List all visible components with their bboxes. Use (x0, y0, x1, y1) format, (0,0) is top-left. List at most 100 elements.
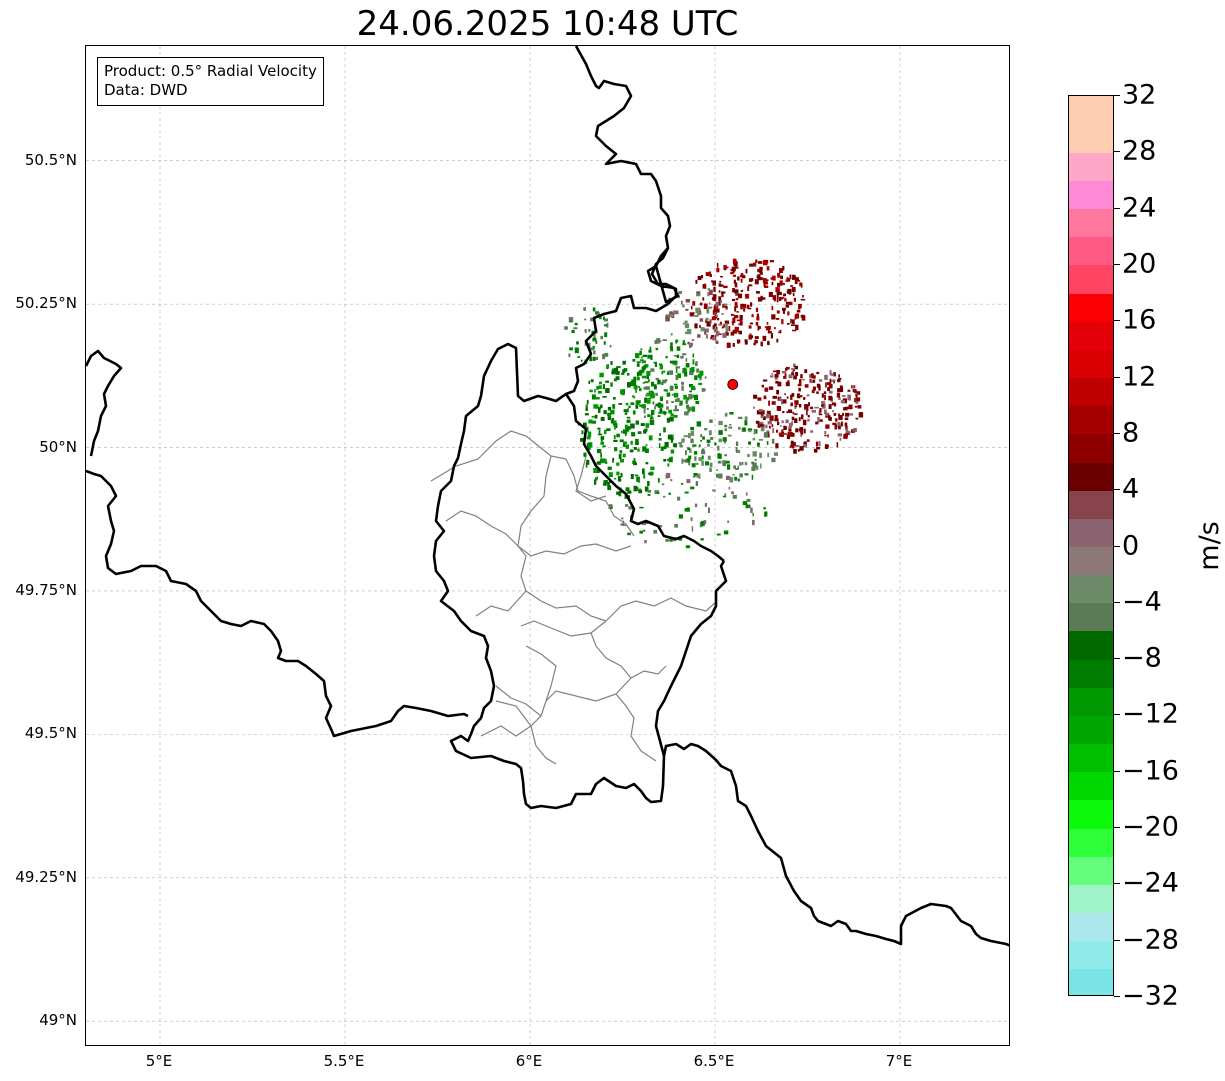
echo-pixel (852, 389, 857, 393)
echo-pixel (609, 344, 612, 348)
echo-pixel (737, 276, 740, 281)
echo-pixel (666, 371, 670, 375)
echo-pixel (796, 393, 800, 399)
echo-pixel (696, 312, 702, 315)
echo-pixel (721, 326, 724, 329)
echo-pixel (704, 503, 707, 507)
echo-pixel (753, 342, 756, 346)
echo-pixel (828, 384, 833, 389)
echo-pixel (765, 279, 769, 282)
echo-pixel (611, 409, 615, 415)
echo-pixel (757, 423, 760, 428)
echo-pixel (590, 317, 595, 322)
echo-pixel (759, 266, 763, 270)
echo-pixel (780, 431, 785, 434)
echo-pixel (607, 412, 612, 418)
echo-pixel (723, 285, 728, 289)
echo-pixel (673, 392, 679, 398)
echo-pixel (772, 370, 777, 373)
echo-pixel (699, 302, 703, 306)
echo-pixel (677, 373, 681, 379)
radar-site-dot[interactable] (727, 379, 739, 390)
echo-pixel (685, 363, 690, 368)
echo-pixel (689, 384, 693, 388)
echo-pixel (724, 320, 730, 325)
echo-pixel (603, 341, 606, 345)
radar-site-marker[interactable] (727, 379, 739, 390)
echo-pixel (600, 436, 605, 440)
map-plot-area[interactable] (85, 45, 1010, 1046)
colorbar-tick-label: −12 (1122, 698, 1179, 730)
echo-pixel (625, 402, 629, 406)
echo-pixel (757, 274, 761, 280)
echo-pixel (658, 411, 663, 414)
echo-pixel (790, 285, 793, 288)
echo-pixel (698, 477, 701, 479)
echo-pixel (799, 379, 802, 384)
echo-pixel (748, 335, 754, 339)
echo-pixel (654, 405, 656, 410)
echo-pixel (760, 410, 765, 415)
echo-pixel (777, 282, 781, 287)
echo-pixel (592, 356, 596, 361)
echo-pixel (750, 507, 753, 513)
echo-pixel (690, 426, 694, 431)
echo-pixel (686, 404, 690, 409)
echo-pixel (700, 327, 705, 332)
echo-pixel (632, 358, 636, 362)
echo-pixel (683, 435, 688, 438)
echo-pixel (841, 395, 846, 397)
echo-pixel (594, 389, 596, 393)
colorbar-segment (1069, 912, 1113, 942)
echo-pixel (848, 431, 851, 435)
colorbar-segment (1069, 884, 1113, 914)
echo-pixel (778, 296, 782, 301)
echo-pixel (746, 504, 751, 509)
echo-pixel (666, 400, 669, 404)
echo-pixel (682, 353, 687, 356)
echo-pixel (782, 411, 785, 414)
echo-pixel (734, 301, 738, 307)
echo-pixel (755, 259, 758, 263)
echo-pixel (663, 495, 666, 498)
echo-pixel (689, 312, 694, 317)
echo-pixel (806, 439, 810, 442)
echo-pixel (783, 375, 787, 379)
echo-pixel (696, 473, 701, 478)
echo-pixel (781, 371, 787, 374)
echo-pixel (702, 436, 705, 440)
echo-pixel (644, 415, 646, 418)
echo-pixel (663, 370, 666, 373)
echo-pixel (618, 493, 622, 497)
map-canvas[interactable] (86, 46, 1010, 1046)
echo-pixel (644, 522, 649, 524)
echo-pixel (731, 298, 736, 302)
echo-pixel (745, 293, 750, 299)
echo-pixel (652, 401, 655, 405)
echo-pixel (598, 429, 601, 436)
echo-pixel (617, 476, 621, 482)
echo-pixel (724, 493, 727, 498)
echo-pixel (674, 310, 679, 315)
echo-pixel (708, 302, 711, 305)
echo-pixel (589, 356, 592, 362)
echo-pixel (811, 375, 816, 379)
echo-pixel (667, 463, 670, 467)
echo-pixel (648, 379, 650, 382)
echo-pixel (690, 517, 693, 522)
echo-pixel (568, 317, 574, 323)
echo-pixel (772, 395, 777, 399)
echo-pixel (773, 452, 778, 456)
echo-pixel (687, 341, 690, 345)
echo-pixel (739, 315, 743, 320)
echo-pixel (668, 313, 674, 317)
echo-pixel (845, 425, 848, 430)
echo-pixel (628, 495, 631, 499)
echo-pixel (616, 471, 620, 476)
echo-pixel (651, 381, 655, 387)
colorbar-tick-label: −32 (1122, 980, 1179, 1012)
echo-pixel (786, 434, 790, 440)
echo-pixel (771, 373, 774, 375)
echo-pixel (622, 453, 626, 458)
echo-pixel (791, 324, 796, 326)
